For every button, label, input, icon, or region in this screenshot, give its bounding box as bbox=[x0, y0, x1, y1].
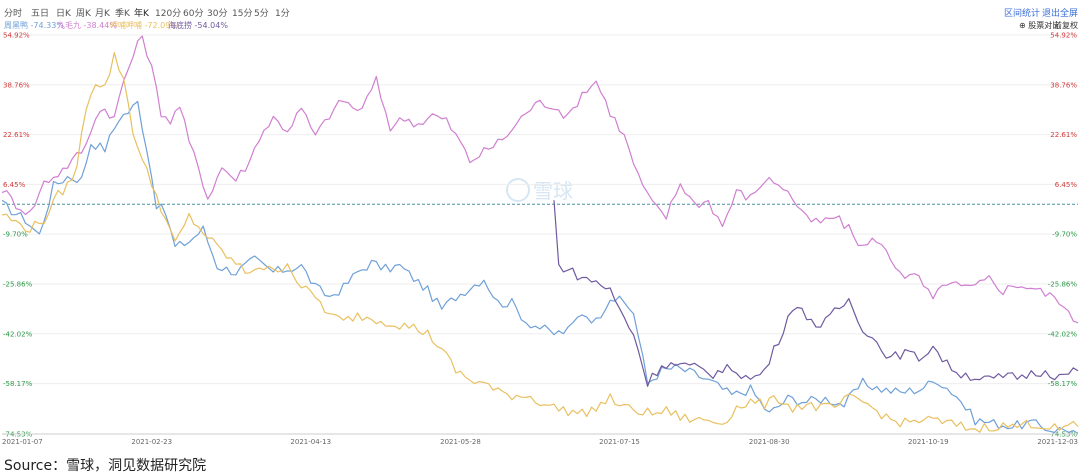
watermark-icon bbox=[506, 178, 530, 202]
series-line-2 bbox=[1, 52, 1079, 433]
y-tick-label-right-0: 54.92% bbox=[1050, 32, 1077, 40]
timeframe-tab-11[interactable]: 5分 bbox=[254, 9, 269, 19]
timeframe-tab-8[interactable]: 60分 bbox=[183, 9, 204, 19]
timeframe-tab-12[interactable]: 1分 bbox=[275, 9, 290, 19]
watermark: 雪球 bbox=[506, 178, 573, 203]
x-tick-label-3: 2021-05-28 bbox=[440, 438, 481, 446]
y-tick-label-right-3: 6.45% bbox=[1055, 181, 1078, 189]
timeframe-tab-10[interactable]: 15分 bbox=[232, 9, 253, 19]
series-line-3 bbox=[553, 200, 1079, 387]
y-tick-label-right-7: -58.17% bbox=[1048, 380, 1078, 388]
y-tick-label-left-1: 38.76% bbox=[3, 81, 30, 89]
series-line-1 bbox=[1, 35, 1079, 324]
y-tick-label-left-6: -42.02% bbox=[3, 330, 33, 338]
x-tick-label-1: 2021-02-23 bbox=[131, 438, 172, 446]
legend: 周黑鸭 -74.33% 九毛九 -38.44% 呷哺呷哺 -72.09% 海底捞 -5… bbox=[0, 19, 1080, 33]
timeframe-tab-9[interactable]: 30分 bbox=[207, 9, 228, 19]
legend-entry-3: 海底捞 -54.04% bbox=[168, 21, 228, 30]
timeframe-tab-1[interactable]: 五日 bbox=[31, 9, 50, 19]
source-caption: Source：雪球，洞见数据研究院 bbox=[4, 458, 207, 474]
x-tick-label-2: 2021-04-13 bbox=[290, 438, 331, 446]
x-tick-label-7: 2021-12-03 bbox=[1037, 438, 1078, 446]
y-tick-label-left-0: 54.92% bbox=[3, 32, 30, 40]
range-stats-button[interactable]: 区间统计 bbox=[1004, 9, 1041, 19]
x-tick-label-5: 2021-08-30 bbox=[749, 438, 790, 446]
y-tick-label-right-4: -9.70% bbox=[1052, 231, 1077, 239]
timeframe-tab-3[interactable]: 周K bbox=[76, 9, 91, 19]
timeframe-tab-6[interactable]: 年K bbox=[134, 9, 149, 19]
x-tick-label-6: 2021-10-19 bbox=[908, 438, 949, 446]
timeframe-tab-2[interactable]: 日K bbox=[56, 9, 71, 19]
watermark-text: 雪球 bbox=[533, 179, 573, 203]
x-tick-label-0: 2021-01-07 bbox=[2, 438, 43, 446]
y-tick-label-left-2: 22.61% bbox=[3, 131, 30, 139]
y-tick-label-left-4: -9.70% bbox=[3, 231, 28, 239]
y-tick-label-right-6: -42.02% bbox=[1048, 330, 1078, 338]
y-tick-label-left-5: -25.86% bbox=[3, 280, 33, 288]
timeframe-toolbar: 分时 五日 日K 周K 月K 季K 年K 120分 60分 30分 15分 5分 1分 区间统计 退出全屏 bbox=[0, 0, 1080, 20]
y-tick-label-right-5: -25.86% bbox=[1048, 280, 1078, 288]
legend-entry-1: 九毛九 -38.44% bbox=[57, 21, 117, 30]
series-line-0 bbox=[1, 100, 1079, 434]
timeframe-tab-7[interactable]: 120分 bbox=[155, 9, 182, 19]
line-chart: 雪球 54.92% 54.92% 38.76% 38.76% 22.61% 22.61% 6.… bbox=[1, 32, 1079, 446]
y-tick-label-left-7: -58.17% bbox=[3, 380, 33, 388]
timeframe-tab-0[interactable]: 分时 bbox=[4, 9, 23, 19]
legend-entry-2: 呷哺呷哺 -72.09% bbox=[110, 21, 178, 30]
legend-entry-0: 周黑鸭 -74.33% bbox=[4, 21, 64, 30]
timeframe-tab-5[interactable]: 季K bbox=[115, 9, 130, 19]
timeframe-tab-4[interactable]: 月K bbox=[95, 9, 110, 19]
adjust-mode-button[interactable]: 前复权 bbox=[1054, 21, 1078, 30]
exit-fullscreen-button[interactable]: 退出全屏 bbox=[1042, 9, 1079, 19]
y-tick-label-right-1: 38.76% bbox=[1050, 81, 1077, 89]
compare-stocks-button[interactable]: ⊕ 股票对比 bbox=[1019, 21, 1061, 30]
y-tick-label-right-2: 22.61% bbox=[1050, 131, 1077, 139]
y-tick-label-left-3: 6.45% bbox=[3, 181, 26, 189]
x-tick-label-4: 2021-07-15 bbox=[599, 438, 640, 446]
